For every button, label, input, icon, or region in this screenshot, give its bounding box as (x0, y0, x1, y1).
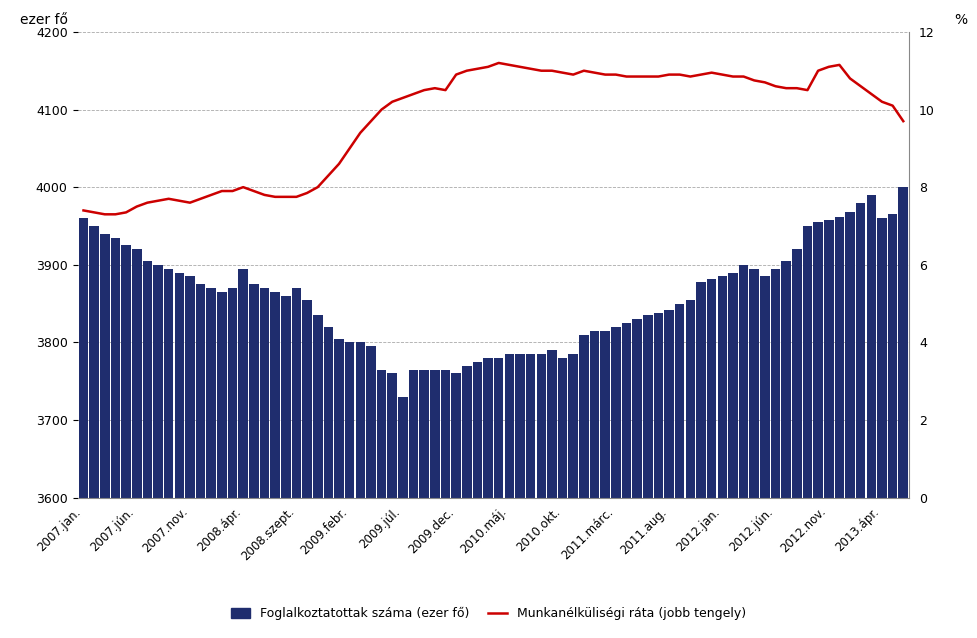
Bar (867, 195, 876, 638)
Bar (313, 315, 322, 638)
Bar (877, 218, 887, 638)
Bar (654, 313, 663, 638)
Bar (782, 261, 791, 638)
Bar (302, 300, 312, 638)
Bar (175, 272, 184, 638)
Bar (377, 369, 386, 638)
Bar (271, 292, 280, 638)
Bar (398, 397, 407, 638)
Bar (792, 249, 801, 638)
Bar (569, 354, 578, 638)
Bar (558, 358, 568, 638)
Bar (526, 354, 535, 638)
Bar (706, 279, 716, 638)
Bar (249, 284, 259, 638)
Bar (494, 358, 503, 638)
Bar (739, 265, 748, 638)
Text: ezer fő: ezer fő (20, 13, 68, 27)
Bar (153, 265, 163, 638)
Bar (291, 288, 301, 638)
Bar (686, 300, 696, 638)
Bar (824, 219, 833, 638)
Bar (632, 319, 642, 638)
Bar (803, 226, 812, 638)
Bar (728, 272, 738, 638)
Bar (484, 358, 492, 638)
Bar (345, 343, 355, 638)
Bar (834, 217, 844, 638)
Bar (888, 214, 898, 638)
Bar (621, 323, 631, 638)
Text: %: % (955, 13, 967, 27)
Bar (366, 346, 376, 638)
Bar (206, 288, 216, 638)
Bar (323, 327, 333, 638)
Bar (89, 226, 99, 638)
Bar (110, 237, 120, 638)
Bar (164, 269, 174, 638)
Bar (388, 373, 397, 638)
Bar (697, 282, 705, 638)
Bar (228, 288, 237, 638)
Bar (143, 261, 152, 638)
Bar (238, 269, 248, 638)
Bar (749, 269, 759, 638)
Bar (186, 276, 194, 638)
Bar (430, 369, 440, 638)
Bar (441, 369, 450, 638)
Bar (536, 354, 546, 638)
Bar (675, 304, 685, 638)
Bar (419, 369, 429, 638)
Bar (334, 339, 344, 638)
Bar (845, 212, 855, 638)
Bar (717, 276, 727, 638)
Bar (611, 327, 620, 638)
Bar (217, 292, 227, 638)
Bar (356, 343, 365, 638)
Bar (195, 284, 205, 638)
Bar (579, 334, 589, 638)
Bar (547, 350, 557, 638)
Bar (760, 276, 770, 638)
Bar (601, 330, 610, 638)
Bar (504, 354, 514, 638)
Bar (643, 315, 653, 638)
Bar (121, 246, 131, 638)
Bar (451, 373, 461, 638)
Bar (590, 330, 599, 638)
Bar (100, 234, 109, 638)
Bar (771, 269, 781, 638)
Bar (813, 222, 823, 638)
Bar (408, 369, 418, 638)
Bar (664, 310, 674, 638)
Legend: Foglalkoztatottak száma (ezer fő), Munkanélküliségi ráta (jobb tengely): Foglalkoztatottak száma (ezer fő), Munka… (226, 602, 751, 625)
Bar (79, 218, 88, 638)
Bar (899, 187, 908, 638)
Bar (473, 362, 483, 638)
Bar (132, 249, 142, 638)
Bar (260, 288, 270, 638)
Bar (856, 203, 866, 638)
Bar (462, 366, 472, 638)
Bar (281, 296, 290, 638)
Bar (515, 354, 525, 638)
